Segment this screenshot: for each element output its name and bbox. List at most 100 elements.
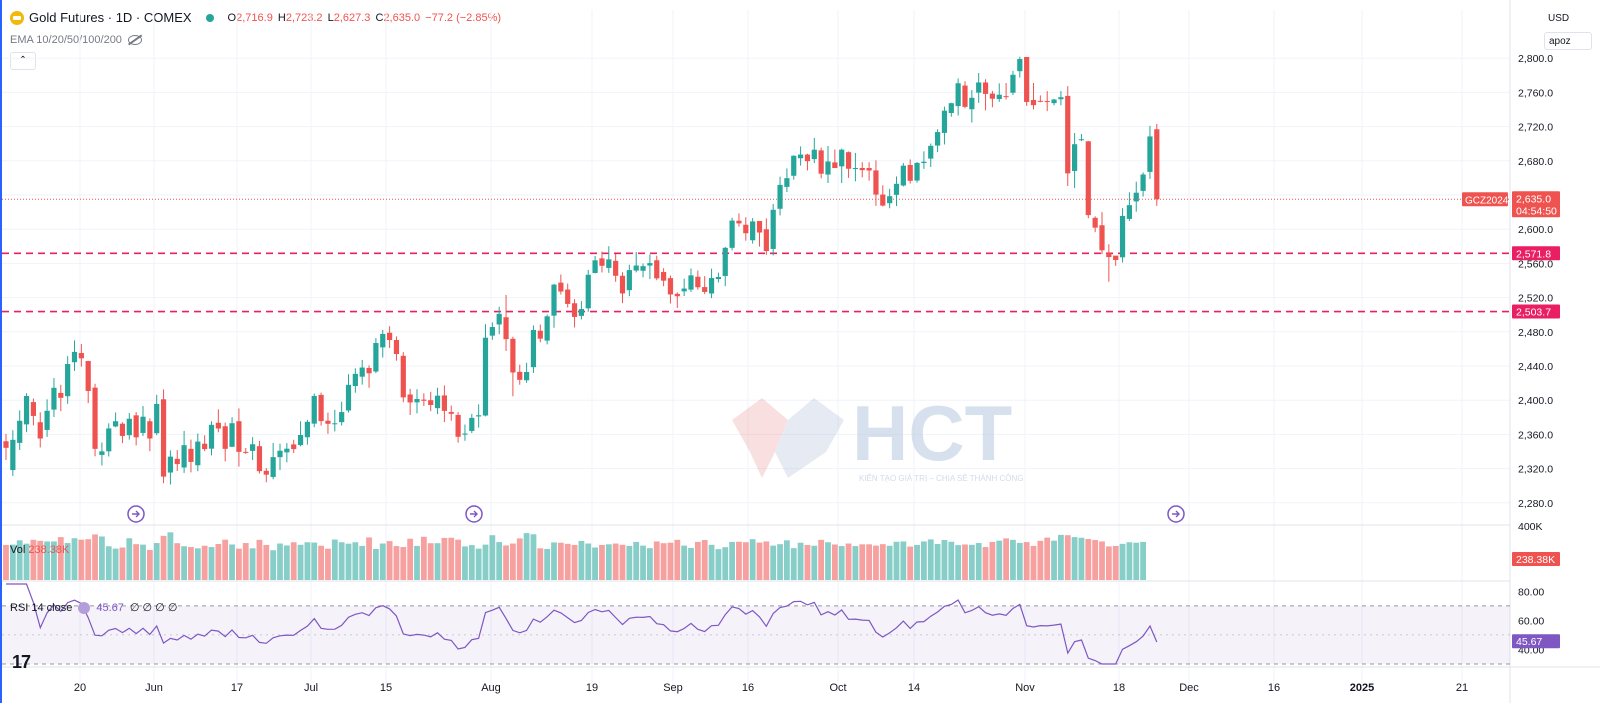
candle-body <box>565 289 571 304</box>
volume-bar <box>1085 539 1092 580</box>
price-axis-tick: 2,440.0 <box>1518 361 1553 373</box>
candle-body <box>387 332 393 341</box>
candle-body <box>640 266 646 271</box>
volume-bar <box>1071 537 1078 580</box>
candle-body <box>434 395 441 409</box>
volume-bar <box>23 543 30 580</box>
candle-body <box>784 178 790 187</box>
candle-body <box>681 288 687 292</box>
price-axis-tick: 2,800.0 <box>1518 53 1553 65</box>
candle-body <box>256 446 263 472</box>
volume-bar <box>640 545 646 580</box>
candle-body <box>1017 59 1023 72</box>
volume-bar <box>736 541 742 580</box>
volume-bar <box>927 539 934 580</box>
candle-body <box>571 303 578 317</box>
volume-bar <box>866 544 872 580</box>
volume-bar <box>1140 541 1146 580</box>
candle-body <box>1078 139 1085 141</box>
volume-bar <box>818 539 825 580</box>
candle-body <box>715 276 721 280</box>
volume-bar <box>784 540 790 580</box>
symbol-title[interactable]: Gold Futures · 1D · COMEX <box>29 10 192 25</box>
volume-bar <box>311 542 318 580</box>
rsi-band <box>2 605 1510 664</box>
volume-bar <box>900 541 907 580</box>
candle-body <box>914 162 920 181</box>
ema-indicator-legend[interactable]: EMA 10/20/50/100/200 <box>10 34 142 46</box>
volume-bar <box>523 533 530 580</box>
candle-body <box>811 149 817 160</box>
time-axis-tick: Jun <box>145 682 163 694</box>
candle-body <box>825 161 831 175</box>
volume-bar <box>893 541 900 580</box>
volume-bar <box>996 540 1003 580</box>
candle-body <box>873 170 879 195</box>
volume-bar <box>955 545 962 580</box>
candle-body <box>428 400 434 405</box>
volume-bar <box>804 544 811 580</box>
candle-body <box>222 426 228 449</box>
candle-body <box>928 145 934 159</box>
hidden-eye-icon[interactable] <box>127 35 142 45</box>
volume-bar <box>30 539 37 580</box>
price-axis-tick: 2,520.0 <box>1518 293 1553 305</box>
volume-bar <box>770 545 777 580</box>
volume-bar <box>742 542 749 580</box>
candle-body <box>17 420 23 443</box>
candle-body <box>1113 255 1119 260</box>
volume-bar <box>455 539 461 580</box>
candle-body <box>1058 97 1064 100</box>
last-price-badge <box>1512 191 1560 218</box>
volume-bar <box>626 545 633 580</box>
candle-body <box>948 103 954 114</box>
volume-bar <box>605 544 612 580</box>
volume-bar <box>1058 534 1064 580</box>
volume-bar <box>489 535 496 580</box>
last-price-label: 2,635.0 <box>1516 193 1551 205</box>
currency-selector[interactable]: USD <box>1548 13 1570 24</box>
candle-body <box>736 220 742 224</box>
volume-bar <box>201 545 208 580</box>
level-badge-label: 2,503.7 <box>1516 307 1551 319</box>
candle-body <box>181 445 187 468</box>
rsi-value: 45.67 <box>96 601 124 614</box>
candle-body <box>489 327 495 336</box>
volume-bar <box>708 544 715 580</box>
candle-body <box>667 278 674 295</box>
volume-bar <box>619 544 626 580</box>
volume-bar <box>852 546 859 580</box>
volume-bar <box>222 539 229 580</box>
candle-body <box>113 421 119 427</box>
watermark-tagline: KIẾN TẠO GIÁ TRỊ – CHIA SẺ THÀNH CÔNG <box>859 473 1023 483</box>
volume-bar <box>1133 542 1140 580</box>
volume-bar <box>989 541 996 580</box>
candle-body <box>359 367 365 377</box>
candle-body <box>619 275 626 294</box>
candle-body <box>852 167 858 169</box>
volume-bar <box>544 548 551 580</box>
candle-body <box>65 364 71 397</box>
volume-bar <box>119 547 126 580</box>
time-axis-tick: Aug <box>481 682 501 694</box>
candle-body <box>332 423 338 425</box>
candle-body <box>654 260 660 279</box>
volume-bar <box>537 548 544 580</box>
candle-body <box>558 282 564 292</box>
candle-body <box>592 260 598 273</box>
scale-mode-selector[interactable]: apoz <box>1544 32 1592 50</box>
volume-bar <box>934 544 941 580</box>
candle-body <box>455 414 461 437</box>
volume-badge-label: 238.38K <box>1516 554 1555 566</box>
volume-bar <box>647 548 653 580</box>
volume-bar <box>441 537 448 580</box>
volume-bar <box>194 548 201 580</box>
volume-bar <box>653 541 660 580</box>
volume-bar <box>592 547 598 580</box>
candle-body <box>270 457 276 477</box>
volume-bar <box>44 541 50 580</box>
volume-bar <box>516 538 523 580</box>
volume-bar <box>941 540 948 580</box>
collapse-legend-button[interactable]: ⌃ <box>10 52 36 70</box>
